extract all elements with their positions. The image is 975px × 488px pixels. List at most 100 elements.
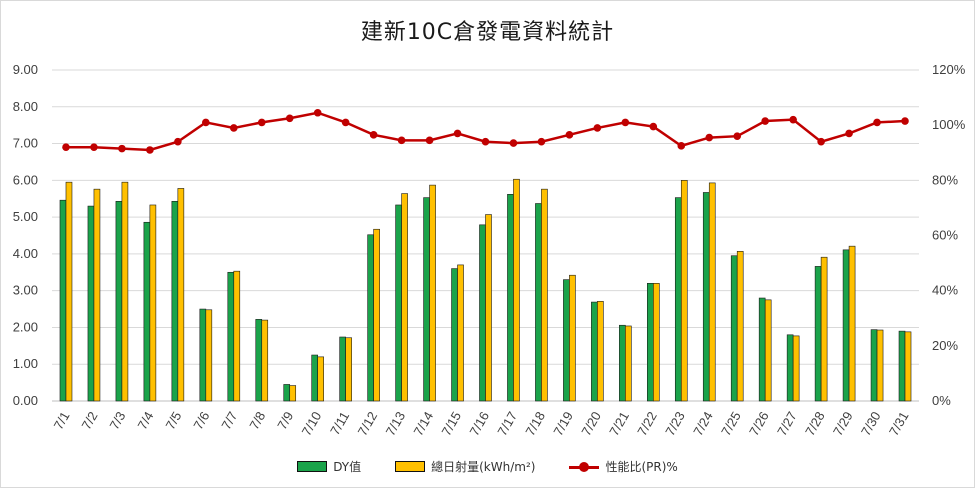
bar-irradiance bbox=[429, 184, 436, 402]
x-tick-label: 7/5 bbox=[162, 409, 184, 432]
point-pr bbox=[118, 144, 126, 153]
bar-dy bbox=[199, 308, 207, 402]
bar-irradiance bbox=[820, 256, 828, 402]
bar-dy bbox=[423, 197, 430, 402]
legend-item-dy: DY值 bbox=[297, 458, 361, 475]
y-right-tick-label: 40% bbox=[932, 283, 958, 298]
bar-irradiance bbox=[680, 180, 688, 402]
x-tick-label: 7/2 bbox=[79, 409, 101, 432]
bar-dy bbox=[115, 200, 123, 402]
legend-label-pr: 性能比(PR)% bbox=[605, 460, 678, 474]
bar-irradiance bbox=[93, 188, 101, 402]
bar-dy bbox=[367, 234, 374, 402]
y-left-tick-label: 1.00 bbox=[13, 356, 38, 371]
x-tick-label: 7/19 bbox=[550, 409, 576, 438]
legend-item-irradiance: 總日射量(kWh/m²) bbox=[395, 458, 535, 475]
bar-irradiance bbox=[848, 245, 856, 402]
bar-dy bbox=[563, 279, 570, 402]
bar-irradiance bbox=[457, 264, 464, 402]
bar-dy bbox=[674, 197, 682, 402]
x-tick-label: 7/18 bbox=[522, 409, 548, 438]
bar-irradiance bbox=[485, 214, 492, 402]
x-tick-label: 7/7 bbox=[218, 409, 240, 432]
point-pr bbox=[369, 131, 378, 139]
point-pr bbox=[705, 133, 714, 142]
chart-legend: DY值 總日射量(kWh/m²) 性能比(PR)% bbox=[0, 458, 975, 475]
x-tick-label: 7/23 bbox=[662, 409, 688, 438]
point-pr bbox=[285, 114, 294, 123]
bar-irradiance bbox=[121, 181, 129, 402]
legend-item-pr: 性能比(PR)% bbox=[569, 458, 678, 475]
y-left-tick-label: 6.00 bbox=[13, 172, 38, 187]
chart-title: 建新10C倉發電資料統計 bbox=[360, 20, 615, 45]
bar-dy bbox=[507, 194, 514, 402]
point-pr bbox=[397, 136, 406, 145]
point-pr bbox=[901, 117, 909, 125]
bar-irradiance bbox=[149, 204, 157, 402]
bar-irradiance bbox=[205, 309, 213, 402]
bar-dy bbox=[870, 329, 878, 402]
bar-irradiance bbox=[736, 251, 744, 402]
y-right-tick-label: 0% bbox=[932, 393, 951, 408]
y-right-tick-label: 60% bbox=[932, 228, 958, 243]
y-right-tick-label: 20% bbox=[932, 338, 958, 353]
bar-dy bbox=[283, 384, 291, 402]
bar-irradiance bbox=[317, 356, 324, 402]
y-left-tick-label: 8.00 bbox=[13, 99, 38, 114]
y-left-tick-label: 5.00 bbox=[13, 209, 38, 224]
x-tick-label: 7/9 bbox=[274, 409, 296, 432]
x-tick-label: 7/15 bbox=[438, 409, 464, 438]
x-tick-label: 7/10 bbox=[299, 409, 325, 438]
point-pr bbox=[817, 137, 825, 146]
legend-swatch-irradiance bbox=[395, 461, 426, 472]
y-left-tick-label: 2.00 bbox=[13, 319, 38, 334]
point-pr bbox=[229, 124, 238, 132]
bar-dy bbox=[395, 204, 402, 402]
x-tick-label: 7/11 bbox=[327, 409, 352, 438]
bar-irradiance bbox=[177, 188, 185, 402]
bar-dy bbox=[479, 224, 486, 402]
y-left-tick-label: 4.00 bbox=[13, 246, 38, 261]
point-pr bbox=[761, 117, 769, 125]
bar-dy bbox=[702, 192, 710, 402]
y-right-tick-label: 120% bbox=[932, 62, 966, 77]
y-right-tick-label: 100% bbox=[932, 117, 966, 132]
legend-swatch-dy bbox=[297, 461, 328, 472]
x-tick-label: 7/12 bbox=[355, 409, 381, 438]
point-pr bbox=[425, 136, 434, 145]
x-tick-label: 7/21 bbox=[606, 409, 632, 438]
point-pr bbox=[202, 118, 210, 127]
x-tick-label: 7/1 bbox=[51, 409, 73, 432]
bar-irradiance bbox=[764, 299, 772, 402]
bar-dy bbox=[786, 334, 794, 402]
bar-irradiance bbox=[653, 283, 660, 402]
bar-irradiance bbox=[65, 181, 73, 402]
point-pr bbox=[649, 122, 658, 131]
point-pr bbox=[565, 131, 574, 139]
bar-irradiance bbox=[597, 301, 604, 402]
bar-irradiance bbox=[708, 182, 716, 402]
y-left-tick-label: 7.00 bbox=[13, 136, 38, 151]
y-left-tick-label: 0.00 bbox=[13, 393, 38, 408]
x-tick-label: 7/27 bbox=[774, 409, 800, 438]
x-tick-label: 7/4 bbox=[134, 409, 156, 432]
point-pr bbox=[733, 132, 742, 140]
bar-dy bbox=[311, 354, 318, 402]
bar-dy bbox=[814, 266, 822, 402]
point-pr bbox=[593, 124, 602, 132]
bar-irradiance bbox=[625, 325, 632, 402]
point-pr bbox=[341, 118, 350, 127]
point-pr bbox=[62, 143, 70, 152]
bar-dy bbox=[87, 205, 95, 402]
point-pr bbox=[845, 129, 853, 138]
bar-irradiance bbox=[513, 178, 520, 402]
bar-irradiance bbox=[569, 274, 576, 402]
bar-dy bbox=[898, 330, 906, 402]
x-tick-label: 7/31 bbox=[886, 409, 912, 438]
bar-dy bbox=[758, 297, 766, 402]
bar-dy bbox=[842, 249, 850, 402]
point-pr bbox=[873, 118, 881, 127]
point-pr bbox=[621, 118, 630, 127]
bar-dy bbox=[451, 268, 458, 402]
bar-dy bbox=[619, 324, 626, 402]
